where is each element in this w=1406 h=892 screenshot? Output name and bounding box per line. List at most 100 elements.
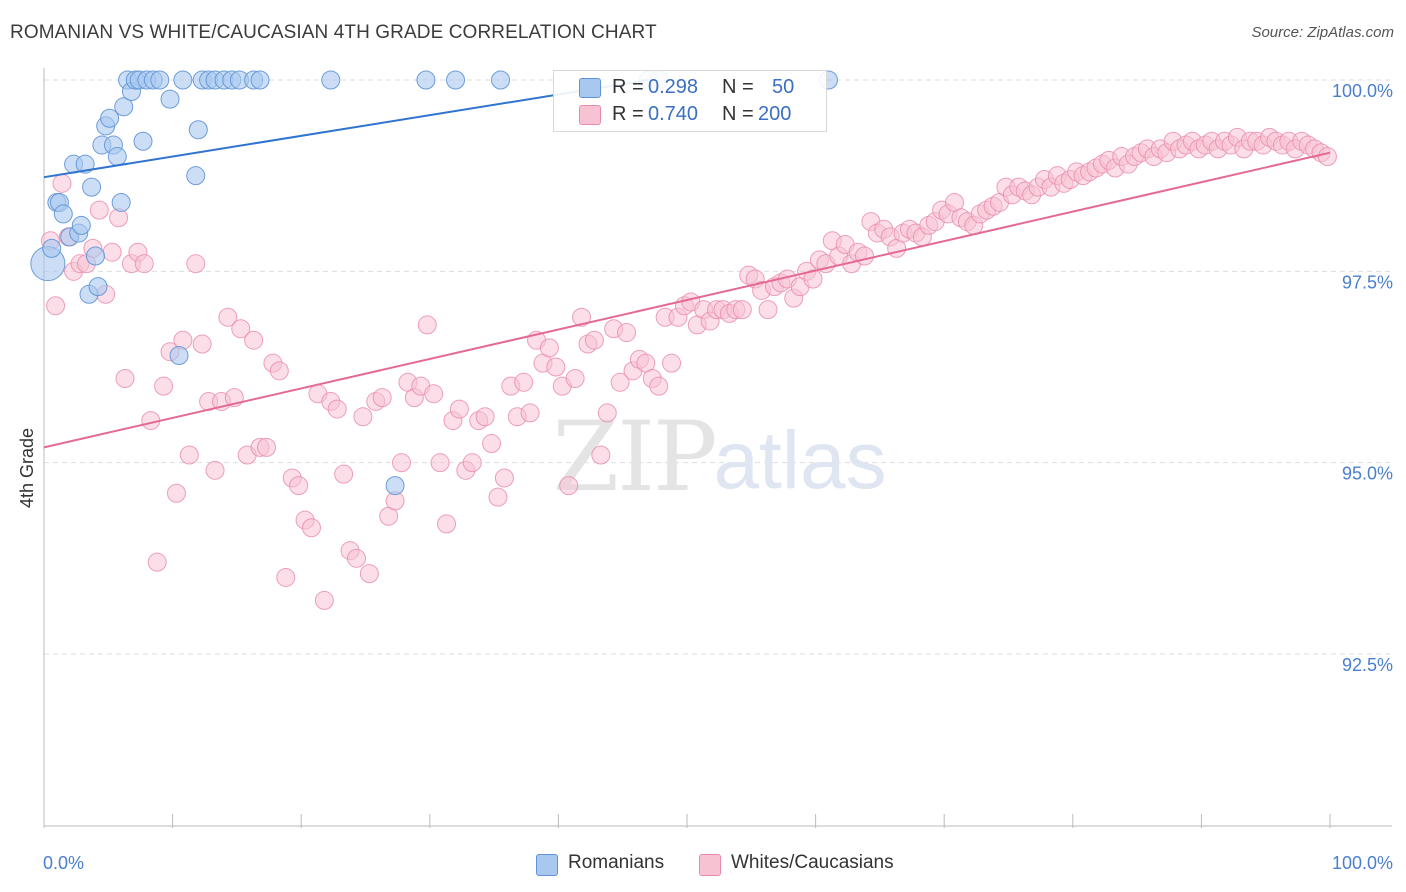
romanians-point	[88, 277, 108, 297]
whites-caucasians-point	[1317, 147, 1337, 167]
whites-caucasians-point	[662, 353, 682, 373]
whites-caucasians-point	[449, 399, 469, 419]
romanians-point	[100, 108, 120, 128]
whites-caucasians-point	[514, 372, 534, 392]
romanians-point	[107, 147, 127, 167]
watermark: ZIP atlas	[552, 401, 886, 513]
romanians-point	[186, 166, 206, 186]
romanians-point	[250, 70, 270, 90]
romanians-point	[321, 70, 341, 90]
y-tick-label: 97.5%	[1342, 272, 1393, 292]
bottom-legend-swatch-pink	[699, 854, 721, 876]
romanians-point	[150, 70, 170, 90]
whites-caucasians-point	[482, 434, 502, 454]
whites-caucasians-point	[649, 376, 669, 396]
correlation-legend: R = 0.298 N = 50 R = 0.740 N = 200	[553, 70, 827, 132]
tick-labels: 92.5% 95.0% 97.5% 100.0% 0.0% 100.0%	[43, 81, 1393, 873]
romanians-point	[160, 89, 180, 109]
whites-caucasians-point	[617, 323, 637, 343]
x-tick-label: 100.0%	[1332, 853, 1393, 873]
legend-row-romanians: R = 0.298 N = 50	[554, 74, 826, 100]
whites-caucasians-point	[475, 407, 495, 427]
legend-n-value: 200	[758, 103, 792, 125]
y-tick-label: 95.0%	[1342, 464, 1393, 484]
whites-caucasians-point	[102, 242, 122, 262]
whites-caucasians-point	[115, 368, 135, 388]
whites-caucasians-point	[572, 307, 592, 327]
legend-n-label: N =	[722, 103, 754, 125]
whites-caucasians-points	[40, 127, 1337, 610]
whites-caucasians-point	[218, 307, 238, 327]
whites-caucasians-point	[134, 254, 154, 274]
romanians-point	[114, 97, 134, 117]
whites-caucasians-point	[584, 330, 604, 350]
whites-caucasians-point	[353, 407, 373, 427]
romanians-point	[75, 154, 95, 174]
whites-caucasians-point	[488, 487, 508, 507]
romanians-point	[446, 70, 466, 90]
romanians-point	[188, 120, 208, 140]
whites-caucasians-point	[314, 590, 334, 610]
watermark-zip: ZIP	[552, 401, 715, 513]
grid-lines	[44, 79, 1392, 655]
whites-caucasians-point	[597, 403, 617, 423]
y-tick-label: 100.0%	[1332, 81, 1393, 101]
y-tick-label: 92.5%	[1342, 655, 1393, 675]
whites-caucasians-point	[269, 361, 289, 381]
whites-caucasians-point	[732, 300, 752, 320]
whites-caucasians-point	[89, 200, 109, 220]
romanians-point	[82, 177, 102, 197]
whites-caucasians-point	[334, 464, 354, 484]
romanians-point	[173, 70, 193, 90]
romanians-point	[385, 476, 405, 496]
whites-caucasians-point	[179, 445, 199, 465]
whites-caucasians-point	[301, 518, 321, 538]
romanians-point	[133, 131, 153, 151]
whites-caucasians-point	[372, 388, 392, 408]
whites-caucasians-point	[327, 399, 347, 419]
whites-caucasians-point	[539, 338, 559, 358]
whites-caucasians-point	[154, 376, 174, 396]
whites-caucasians-point	[462, 453, 482, 473]
legend-row-whites: R = 0.740 N = 200	[554, 101, 826, 127]
romanians-point	[491, 70, 511, 90]
bottom-legend-swatch-blue	[536, 854, 558, 876]
whites-caucasians-point	[520, 403, 540, 423]
legend-n-label: N =	[722, 76, 754, 98]
whites-caucasians-point	[276, 567, 296, 587]
legend-r-value: 0.298	[648, 76, 699, 98]
whites-caucasians-point	[424, 384, 444, 404]
romanians-point	[42, 238, 62, 258]
whites-caucasians-point	[803, 269, 823, 289]
romanians-point	[416, 70, 436, 90]
whites-caucasians-point	[546, 357, 566, 377]
romanians-point	[85, 246, 105, 266]
x-tick-label: 0.0%	[43, 853, 84, 873]
romanians-point	[111, 192, 131, 212]
legend-r-label: R =	[612, 103, 644, 125]
whites-caucasians-point	[289, 476, 309, 496]
whites-caucasians-point	[359, 564, 379, 584]
legend-r-label: R =	[612, 76, 644, 98]
legend-r-value: 0.740	[648, 103, 699, 125]
watermark-atlas: atlas	[713, 415, 886, 506]
romanians-point	[169, 346, 189, 366]
romanians-point	[53, 204, 73, 224]
whites-caucasians-point	[854, 246, 874, 266]
whites-caucasians-point	[231, 319, 251, 339]
whites-caucasians-point	[46, 296, 66, 316]
y-axis-label: 4th Grade	[17, 428, 37, 508]
whites-caucasians-point	[52, 173, 72, 193]
whites-caucasians-point	[758, 300, 778, 320]
romanians-trend-line	[43, 79, 649, 179]
whites-caucasians-point	[244, 330, 264, 350]
whites-caucasians-point	[192, 334, 212, 354]
whites-caucasians-point	[256, 437, 276, 457]
romanians-points	[30, 70, 838, 496]
whites-caucasians-point	[346, 548, 366, 568]
bottom-legend-label: Whites/Caucasians	[731, 852, 894, 873]
source-label: Source: ZipAtlas.com	[1251, 24, 1394, 41]
whites-caucasians-point	[610, 372, 630, 392]
whites-caucasians-point	[591, 445, 611, 465]
